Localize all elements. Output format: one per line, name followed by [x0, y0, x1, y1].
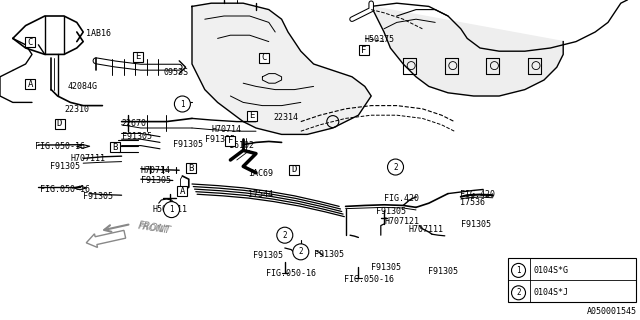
Text: H503211: H503211 [152, 205, 188, 214]
Text: FIG.050-16: FIG.050-16 [35, 142, 85, 151]
Circle shape [277, 227, 293, 243]
Text: F: F [361, 46, 366, 55]
Text: 0953S: 0953S [163, 68, 188, 76]
Text: H70714: H70714 [141, 166, 171, 175]
Bar [508, 258, 636, 302]
Text: FRONT: FRONT [138, 220, 172, 236]
Text: 16102: 16102 [229, 141, 254, 150]
Text: 0104S*J: 0104S*J [534, 288, 568, 297]
Text: F91305: F91305 [173, 140, 203, 149]
Text: 17536: 17536 [460, 198, 484, 207]
Bar [186, 163, 196, 173]
Text: 1AB16: 1AB16 [86, 29, 111, 38]
Text: FIG.420: FIG.420 [460, 190, 495, 199]
Text: 0104S*G: 0104S*G [534, 266, 568, 275]
Text: F91305: F91305 [461, 220, 491, 229]
Bar [132, 52, 143, 62]
Text: F91305: F91305 [428, 268, 458, 276]
Text: 1: 1 [516, 266, 521, 275]
Bar [289, 164, 300, 175]
Text: B: B [113, 143, 118, 152]
Text: C: C [262, 53, 267, 62]
Text: A: A [180, 187, 185, 196]
Text: D: D [57, 119, 62, 128]
Text: A: A [28, 80, 33, 89]
Text: 2: 2 [393, 163, 398, 172]
Polygon shape [192, 3, 371, 134]
Text: F91305: F91305 [376, 207, 406, 216]
Text: FIG.050-16: FIG.050-16 [266, 269, 316, 278]
Text: 2: 2 [298, 247, 303, 256]
Text: 22314: 22314 [274, 113, 299, 122]
Text: 2: 2 [282, 231, 287, 240]
Text: E: E [249, 111, 254, 120]
Text: 1: 1 [180, 100, 185, 108]
Text: E: E [135, 52, 140, 61]
Bar [54, 119, 65, 129]
Text: IAC69: IAC69 [248, 169, 273, 178]
Text: 1: 1 [169, 205, 174, 214]
Bar [246, 111, 257, 121]
Text: FIG.050-16: FIG.050-16 [40, 185, 90, 194]
Text: H707111: H707111 [408, 225, 444, 234]
Circle shape [511, 263, 525, 277]
Text: F: F [228, 136, 233, 145]
Text: F91305: F91305 [371, 263, 401, 272]
Text: H707121: H707121 [384, 217, 419, 226]
Circle shape [511, 286, 525, 300]
Polygon shape [371, 6, 563, 96]
FancyArrow shape [86, 230, 125, 247]
Bar [259, 52, 269, 63]
Text: D: D [292, 165, 297, 174]
Bar [177, 186, 188, 196]
Text: F91305: F91305 [253, 252, 283, 260]
Text: H50375: H50375 [365, 35, 395, 44]
Text: 17544: 17544 [248, 190, 273, 199]
Bar [25, 37, 35, 47]
Text: 42084G: 42084G [67, 82, 97, 91]
Circle shape [164, 202, 180, 218]
Text: FRONT: FRONT [138, 222, 170, 236]
Text: H707111: H707111 [70, 154, 106, 163]
Circle shape [293, 244, 309, 260]
Text: C: C [28, 38, 33, 47]
Text: A050001545: A050001545 [587, 308, 637, 316]
Text: F91305: F91305 [50, 162, 80, 171]
Text: F91305: F91305 [83, 192, 113, 201]
Text: B: B [188, 164, 193, 172]
Text: FIG.420: FIG.420 [384, 194, 419, 203]
Text: 2: 2 [516, 288, 521, 297]
Text: 22670: 22670 [122, 119, 147, 128]
Text: F91305: F91305 [314, 250, 344, 259]
Bar [25, 79, 35, 89]
Bar [225, 136, 236, 146]
Text: 22310: 22310 [64, 105, 89, 114]
Circle shape [388, 159, 404, 175]
Text: FIG.050-16: FIG.050-16 [344, 276, 394, 284]
Text: F91305: F91305 [122, 132, 152, 141]
Text: H70714: H70714 [211, 125, 241, 134]
Bar [358, 45, 369, 55]
Circle shape [174, 96, 191, 112]
Bar [110, 142, 120, 152]
Text: F91305: F91305 [205, 135, 235, 144]
Text: F91305: F91305 [141, 176, 171, 185]
